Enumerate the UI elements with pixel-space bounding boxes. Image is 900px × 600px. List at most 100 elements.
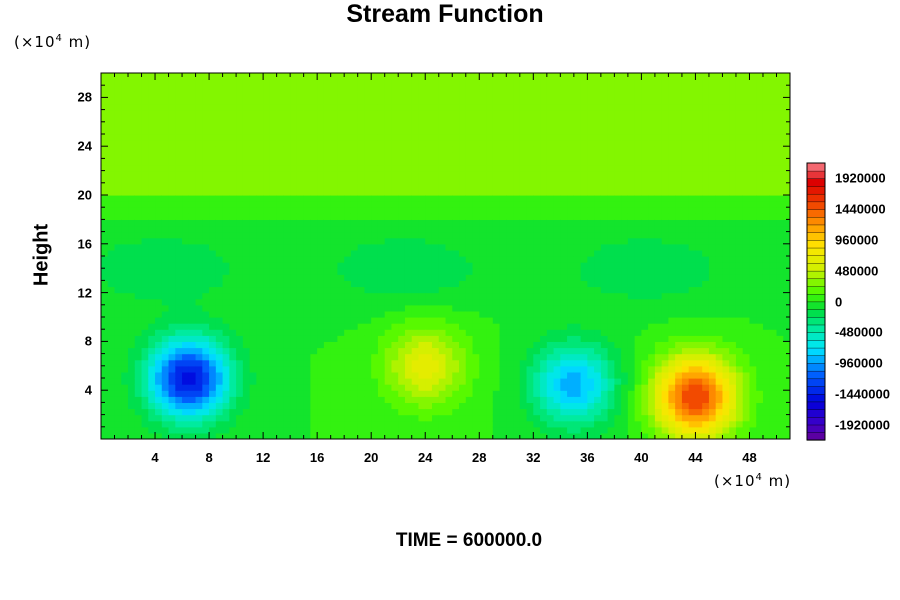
field-cell [492,91,501,98]
field-cell [567,317,575,324]
field-cell [533,176,541,184]
field-cell [567,146,575,153]
field-cell [654,329,663,336]
field-cell [236,164,244,172]
field-cell [317,378,325,385]
field-cell [337,170,345,178]
field-cell [323,426,332,434]
field-cell [431,140,440,147]
field-cell [195,335,203,342]
field-cell [290,188,298,196]
field-cell [269,341,278,349]
field-cell [323,274,332,281]
field-cell [290,195,298,202]
field-cell [121,426,129,434]
field-cell [182,365,190,373]
field-cell [209,365,217,373]
field-cell [242,109,251,117]
field-cell [377,256,386,263]
field-cell [310,286,318,294]
field-cell [594,359,602,367]
field-cell [654,115,663,123]
field-cell [377,188,386,196]
field-cell [607,91,615,98]
field-cell [121,79,129,86]
field-cell [330,91,339,98]
field-cell [188,335,197,342]
field-cell [371,286,379,294]
field-cell [290,292,298,300]
field-cell [195,127,203,135]
field-cell [519,359,528,367]
field-cell [553,127,561,135]
field-cell [330,292,339,300]
field-cell [350,268,359,275]
field-cell [546,335,555,342]
field-cell [229,341,237,349]
field-cell [486,243,494,251]
field-cell [249,335,257,342]
field-cell [587,176,595,184]
field-cell [114,91,122,98]
field-cell [445,188,453,196]
field-cell [600,170,609,178]
field-cell [134,365,143,373]
field-cell [364,85,372,92]
field-cell [141,170,149,178]
field-cell [182,249,190,257]
field-cell [249,256,257,263]
field-cell [398,286,406,294]
field-cell [350,121,359,129]
field-cell [296,79,305,86]
field-cell [438,188,447,196]
field-cell [614,359,622,367]
field-cell [344,140,352,147]
field-cell [621,432,629,439]
field-cell [242,347,251,355]
field-cell [391,359,399,367]
field-cell [594,195,602,202]
field-cell [249,249,257,257]
field-cell [330,134,339,141]
field-cell [141,420,149,428]
field-cell [229,347,237,355]
field-cell [452,158,460,166]
field-cell [600,79,609,86]
field-cell [229,201,237,208]
field-cell [479,213,487,220]
field-cell [519,195,528,202]
field-cell [526,310,534,318]
field-cell [546,127,555,135]
field-cell [290,390,298,397]
field-cell [567,97,575,105]
field-cell [168,121,176,129]
field-cell [371,243,379,251]
field-cell [492,249,501,257]
field-cell [553,256,561,263]
field-cell [573,378,582,385]
field-cell [472,262,480,269]
field-cell [600,426,609,434]
field-cell [303,420,312,428]
field-cell [567,432,575,439]
field-cell [465,188,474,196]
field-cell [506,274,514,281]
field-cell [101,256,109,263]
field-cell [492,115,501,123]
field-cell [499,225,507,233]
field-cell [256,286,264,294]
field-cell [134,115,143,123]
field-cell [587,365,595,373]
field-cell [411,243,420,251]
field-cell [506,127,514,135]
field-cell [567,103,575,111]
field-cell [431,317,440,324]
field-cell [276,414,284,422]
field-cell [256,195,264,202]
field-cell [499,152,507,159]
field-cell [195,371,203,379]
field-cell [465,249,474,257]
field-cell [459,262,467,269]
field-cell [242,127,251,135]
field-cell [553,262,561,269]
